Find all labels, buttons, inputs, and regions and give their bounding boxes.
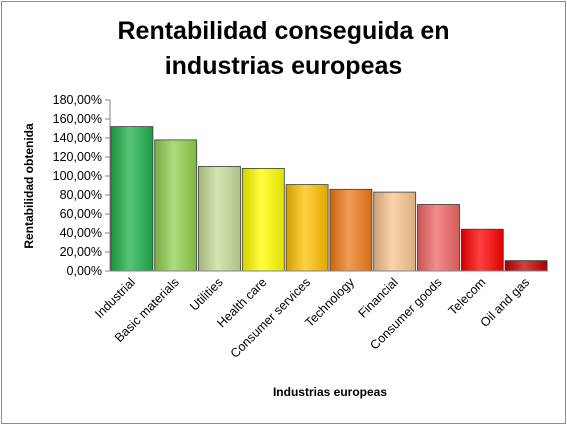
y-tick-label: 20,00% — [60, 245, 102, 259]
x-axis-label: Industrias europeas — [272, 385, 388, 399]
x-tick-label: Consumer services — [228, 275, 314, 361]
bar-industrial — [110, 126, 154, 272]
bar-consumer-goods — [417, 204, 460, 272]
x-tick-label: Telecom — [446, 275, 489, 318]
y-tick-label: 60,00% — [60, 207, 102, 221]
y-tick-label: 160,00% — [53, 112, 102, 126]
chart-title: Rentabilidad conseguida en industrias eu… — [0, 14, 567, 84]
x-tick-label: Industrial — [92, 275, 138, 321]
bar-consumer-services — [285, 184, 329, 272]
bar-financial — [373, 191, 417, 272]
bar-health-care — [241, 167, 285, 272]
y-tick-label: 0,00% — [67, 264, 102, 278]
bar-technology — [329, 188, 373, 272]
y-tick-label: 100,00% — [53, 169, 102, 183]
bar-basic-materials — [154, 139, 198, 272]
y-tick-label: 140,00% — [53, 131, 102, 145]
y-axis: 0,00% 20,00% 40,00% 60,00% 80,00% 100,00% 120,… — [53, 93, 111, 278]
y-tick-label: 80,00% — [60, 188, 102, 202]
x-tick-label: Utilities — [187, 275, 225, 313]
bar-utilities — [198, 166, 241, 272]
chart-title-line-2: industrias europeas — [164, 52, 403, 80]
y-tick-label: 120,00% — [53, 150, 102, 164]
y-tick-label: 180,00% — [53, 93, 102, 107]
chart-title-line-1: Rentabilidad conseguida en — [117, 17, 450, 45]
y-tick-label: 40,00% — [60, 226, 102, 240]
bar-telecom — [460, 228, 504, 272]
bars-group — [110, 126, 548, 272]
bar-oil-and-gas — [504, 260, 548, 272]
x-tick-label: Financial — [356, 275, 401, 320]
